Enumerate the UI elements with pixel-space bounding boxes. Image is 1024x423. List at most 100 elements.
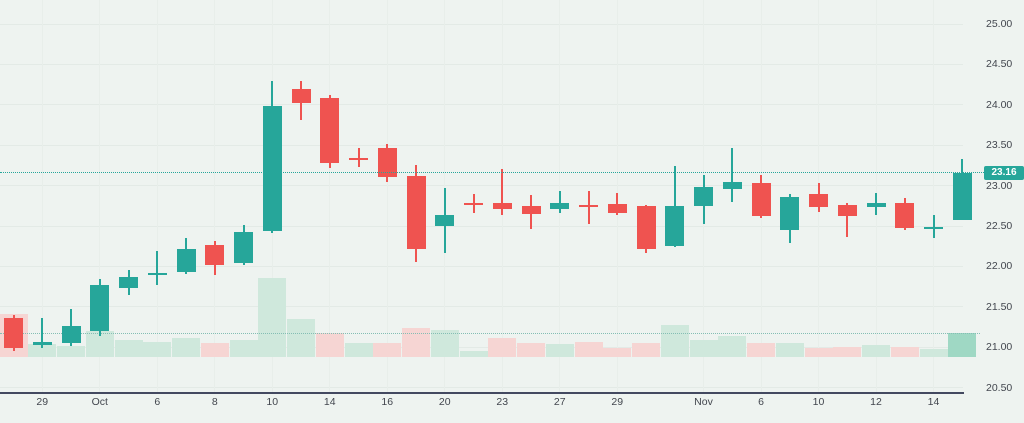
volume-bar <box>488 338 517 357</box>
current-volume-line <box>0 333 980 334</box>
time-tick-label: 10 <box>266 396 279 408</box>
time-tick-label: 8 <box>211 396 218 408</box>
candle-body <box>866 203 886 208</box>
candle-wick <box>616 192 619 216</box>
price-tick-label: 22.50 <box>986 220 1013 232</box>
volume-bar <box>775 343 804 357</box>
volume-bar <box>718 336 747 357</box>
price-tick-label: 23.50 <box>986 139 1013 152</box>
volume-bar <box>545 344 574 357</box>
candle-body <box>32 342 52 345</box>
candle-wick <box>357 147 360 167</box>
candle-body <box>780 196 800 231</box>
volume-bar <box>459 351 488 357</box>
volume-bar <box>948 333 977 357</box>
candle-wick <box>558 191 561 214</box>
candle-body <box>234 232 253 264</box>
v-gridline <box>329 0 330 392</box>
volume-bar <box>143 342 172 357</box>
candle-wick <box>846 203 849 237</box>
volume-bar <box>430 330 459 357</box>
volume-bar <box>804 348 833 357</box>
time-tick-label: 23 <box>496 396 509 408</box>
candle-body <box>291 88 311 104</box>
volume-bar <box>287 319 315 357</box>
candle-wick <box>156 251 159 285</box>
time-tick-label: 6 <box>154 396 161 408</box>
candle-body <box>694 187 713 206</box>
time-tick-label: 12 <box>870 396 882 408</box>
volume-bar <box>862 345 890 357</box>
last-price-badge: 23.16 <box>984 166 1024 180</box>
price-tick-label: 21.00 <box>986 341 1013 354</box>
volume-bar <box>258 278 287 357</box>
volume-bar <box>603 348 632 357</box>
price-tick-label: 23.00 <box>986 179 1013 192</box>
volume-bar <box>747 343 775 357</box>
volume-bar <box>373 343 402 357</box>
candle-body <box>320 98 340 163</box>
candle-wick <box>731 147 734 202</box>
price-tick-label: 24.50 <box>986 58 1013 71</box>
v-gridline <box>99 0 100 392</box>
h-gridline <box>0 347 963 348</box>
candle-body <box>895 203 915 228</box>
candle-body <box>924 226 943 229</box>
time-tick-label: 6 <box>758 396 764 408</box>
time-tick-label: 14 <box>323 396 336 408</box>
time-tick-label: 16 <box>381 396 394 408</box>
candle-body <box>722 182 742 189</box>
candle-body <box>521 205 541 214</box>
h-gridline <box>0 185 963 186</box>
volume-bar <box>689 340 718 357</box>
candle-body <box>492 202 512 210</box>
volume-bar <box>919 349 948 357</box>
candle-body <box>147 272 167 275</box>
candle-body <box>4 318 23 348</box>
candle-body <box>349 158 368 161</box>
candle-body <box>809 193 828 208</box>
candle-body <box>751 183 771 217</box>
volume-bar <box>890 347 919 357</box>
candle-body <box>262 105 282 231</box>
v-gridline <box>42 0 43 392</box>
candle-body <box>837 204 857 217</box>
time-tick-label: 29 <box>36 396 49 408</box>
volume-bar <box>200 343 229 357</box>
v-gridline <box>214 0 215 392</box>
price-tick-label: 25.00 <box>986 18 1013 30</box>
volume-bar <box>114 340 143 357</box>
h-gridline <box>0 306 963 307</box>
price-tick-label: 20.50 <box>986 381 1013 394</box>
volume-bar <box>28 344 57 357</box>
h-gridline <box>0 145 963 146</box>
h-gridline <box>0 24 963 25</box>
h-gridline <box>0 64 963 65</box>
candle-wick <box>501 169 504 215</box>
candle-wick <box>472 193 475 214</box>
volume-bar <box>574 342 603 357</box>
candle-body <box>550 203 570 210</box>
time-tick-label: 29 <box>611 396 624 408</box>
time-tick-label: 27 <box>553 396 566 408</box>
time-axis-line <box>0 392 964 394</box>
volume-bar <box>57 346 85 357</box>
h-gridline <box>0 104 963 105</box>
candle-body <box>61 326 81 344</box>
time-tick-label: Oct <box>91 396 108 408</box>
volume-bar <box>344 343 373 357</box>
h-gridline <box>0 226 963 227</box>
volume-bar <box>315 333 344 357</box>
price-tick-label: 21.50 <box>986 300 1013 313</box>
candle-body <box>205 244 225 265</box>
price-tick-label: 22.00 <box>986 260 1013 273</box>
time-tick-label: Nov <box>694 396 713 408</box>
volume-bar <box>229 340 258 357</box>
candle-body <box>579 204 598 207</box>
candle-wick <box>41 318 44 348</box>
candle-body <box>90 284 110 332</box>
candle-body <box>406 175 426 249</box>
volume-bar <box>660 325 689 357</box>
